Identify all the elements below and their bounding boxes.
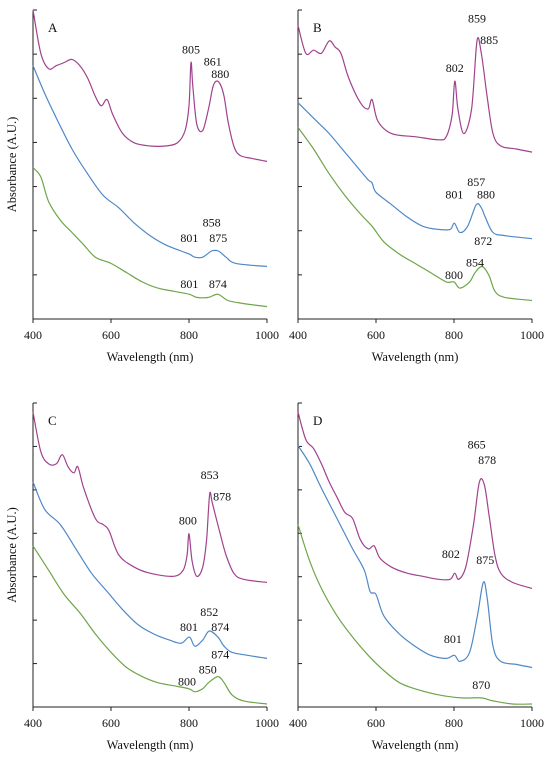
- panel-label: A: [48, 20, 58, 35]
- panel-a: 400 600 800 1000 A Wavelength (nm) Absorbance …: [5, 9, 279, 364]
- peak-label: 801: [180, 231, 198, 245]
- spectrum-line-middle: [297, 445, 533, 669]
- y-axis-label: Absorbance (A.U.): [5, 507, 19, 602]
- panel-c: 400 600 800 1000 C Wavelength (nm) Absorbance …: [5, 402, 279, 752]
- panel-label: D: [313, 413, 322, 428]
- spectrum-line-top: [32, 411, 268, 583]
- x-tick-label: 600: [367, 328, 385, 342]
- x-tick-label: 400: [289, 328, 307, 342]
- panel-label: C: [48, 413, 57, 428]
- x-tick-label: 1000: [255, 328, 279, 342]
- peak-label: 861: [204, 55, 222, 69]
- x-tick-label: 600: [102, 328, 120, 342]
- x-tick-label: 400: [289, 716, 307, 730]
- x-tick-label: 1000: [520, 328, 544, 342]
- x-axis-label: Wavelength (nm): [372, 350, 459, 364]
- peak-label: 872: [474, 234, 492, 248]
- y-axis-label: Absorbance (A.U.): [5, 117, 19, 212]
- spectrum-line-middle: [297, 102, 533, 240]
- peak-label: 874: [211, 647, 229, 661]
- x-tick-label: 400: [24, 716, 42, 730]
- peak-label: 874: [209, 277, 227, 291]
- peak-label: 802: [446, 61, 464, 75]
- x-tick-label: 800: [445, 716, 463, 730]
- peak-label: 875: [476, 553, 494, 567]
- peak-label: 805: [182, 42, 200, 56]
- peak-label: 880: [211, 67, 229, 81]
- x-tick-label: 800: [180, 328, 198, 342]
- spectrum-line-middle: [32, 481, 268, 659]
- peak-label: 800: [178, 675, 196, 689]
- peak-label: 853: [201, 468, 219, 482]
- x-tick-label: 1000: [255, 716, 279, 730]
- peak-label: 802: [442, 547, 460, 561]
- peak-label: 800: [445, 268, 463, 282]
- x-axis-label: Wavelength (nm): [107, 350, 194, 364]
- spectrum-line-middle: [32, 65, 268, 268]
- spectrum-line-bottom: [32, 545, 268, 705]
- x-tick-label: 1000: [520, 716, 544, 730]
- x-tick-label: 400: [24, 328, 42, 342]
- x-tick-label: 600: [102, 716, 120, 730]
- peak-label: 875: [209, 231, 227, 245]
- peak-label: 801: [180, 620, 198, 634]
- spectrum-line-top: [297, 25, 533, 153]
- peak-label: 885: [480, 33, 498, 47]
- panel-label: B: [313, 20, 322, 35]
- peak-label: 859: [468, 11, 486, 25]
- peak-label: 850: [199, 663, 217, 677]
- spectrum-line-top: [32, 9, 268, 162]
- peak-label: 874: [211, 620, 229, 634]
- x-tick-label: 800: [180, 716, 198, 730]
- peak-label: 857: [467, 175, 485, 189]
- peak-label: 801: [444, 632, 462, 646]
- panel-b: 400 600 800 1000 B Wavelength (nm) 859 885 802 85…: [289, 9, 544, 364]
- spectrum-line-bottom: [297, 127, 533, 302]
- x-axis-label: Wavelength (nm): [372, 738, 459, 752]
- peak-label: 878: [213, 489, 231, 503]
- peak-label: 878: [478, 453, 496, 467]
- x-tick-label: 800: [445, 328, 463, 342]
- peak-label: 858: [203, 215, 221, 229]
- x-axis-label: Wavelength (nm): [107, 738, 194, 752]
- peak-label: 852: [200, 605, 218, 619]
- spectrum-line-top: [297, 411, 533, 589]
- peak-label: 801: [445, 187, 463, 201]
- peak-label: 801: [180, 277, 198, 291]
- peak-label: 880: [477, 187, 495, 201]
- peak-label: 865: [468, 438, 486, 452]
- x-tick-label: 600: [367, 716, 385, 730]
- spectrum-line-bottom: [297, 524, 533, 705]
- peak-label: 854: [466, 255, 484, 269]
- peak-label: 870: [472, 678, 490, 692]
- spectrum-line-bottom: [32, 167, 268, 308]
- peak-label: 800: [179, 514, 197, 528]
